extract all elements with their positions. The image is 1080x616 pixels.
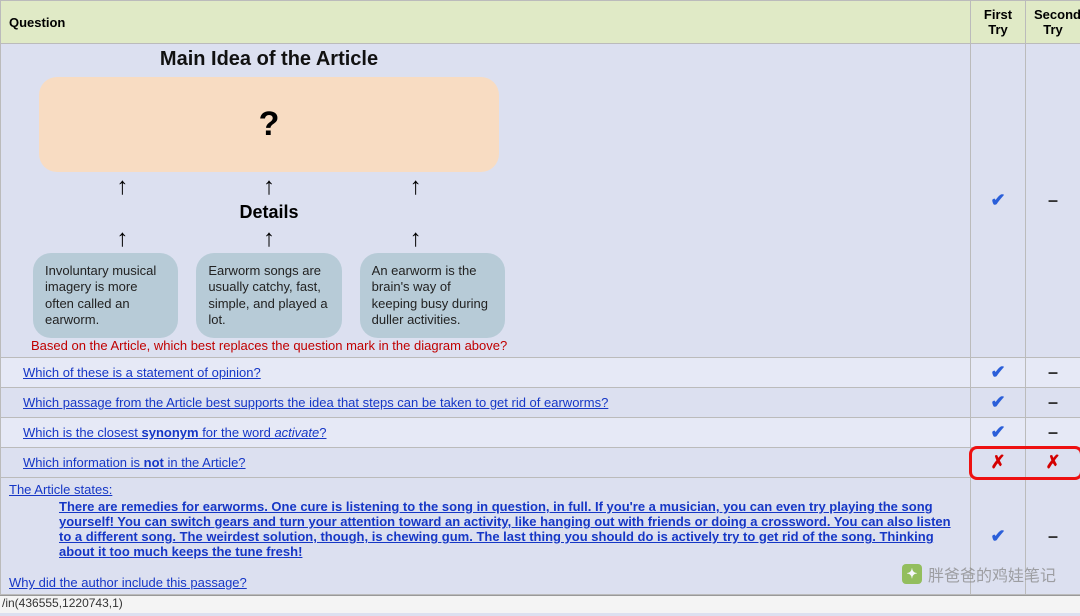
diagram-title: Main Idea of the Article — [29, 48, 509, 71]
arrow-up-icon: ↑ — [116, 175, 128, 199]
dash-icon: – — [1048, 526, 1058, 546]
article-followup[interactable]: Why did the author include this passage? — [9, 575, 247, 590]
dash-icon: – — [1048, 190, 1058, 210]
check-icon: ✔ — [990, 190, 1005, 210]
question-link[interactable]: Which passage from the Article best supp… — [23, 395, 608, 410]
table-header-row: Question First Try Second Try — [1, 1, 1080, 44]
question-link[interactable]: Which information is not in the Article? — [23, 455, 246, 470]
article-states-lead[interactable]: The Article states: — [9, 482, 112, 497]
arrow-row-bottom: ↑ ↑ ↑ — [29, 225, 509, 253]
arrow-up-icon: ↑ — [116, 225, 128, 253]
dash-icon: – — [1048, 392, 1058, 412]
main-idea-box: ? — [39, 77, 499, 172]
detail-box: An earworm is the brain's way of keeping… — [360, 253, 505, 338]
check-icon: ✔ — [990, 362, 1005, 382]
arrow-up-icon: ↑ — [410, 225, 422, 253]
article-passage[interactable]: There are remedies for earworms. One cur… — [9, 497, 962, 561]
question-row: Which information is not in the Article?… — [1, 448, 1080, 478]
diagram-prompt: Based on the Article, which best replace… — [9, 338, 962, 353]
detail-boxes: Involuntary musical imagery is more ofte… — [29, 253, 509, 338]
dash-icon: – — [1048, 422, 1058, 442]
article-states-row: The Article states: There are remedies f… — [1, 478, 1080, 595]
question-row: Which passage from the Article best supp… — [1, 388, 1080, 418]
detail-box: Involuntary musical imagery is more ofte… — [33, 253, 178, 338]
question-link[interactable]: Which is the closest synonym for the wor… — [23, 425, 327, 440]
detail-box: Earworm songs are usually catchy, fast, … — [196, 253, 341, 338]
diagram-row: Main Idea of the Article ? ↑ ↑ ↑ Details… — [1, 44, 1080, 358]
arrow-up-icon: ↑ — [410, 175, 422, 199]
cross-icon: ✗ — [990, 452, 1005, 472]
arrow-up-icon: ↑ — [263, 225, 275, 253]
status-bar: /in(436555,1220743,1) — [0, 595, 1080, 613]
question-link[interactable]: Which of these is a statement of opinion… — [23, 365, 261, 380]
cross-icon: ✗ — [1045, 452, 1060, 472]
question-row: Which is the closest synonym for the wor… — [1, 418, 1080, 448]
question-table: Question First Try Second Try Main Idea … — [0, 0, 1080, 595]
dash-icon: – — [1048, 362, 1058, 382]
col-second-try: Second Try — [1026, 1, 1080, 44]
col-first-try: First Try — [971, 1, 1026, 44]
check-icon: ✔ — [990, 526, 1005, 546]
arrow-row-top: ↑ ↑ ↑ — [29, 172, 509, 202]
col-question: Question — [1, 1, 971, 44]
check-icon: ✔ — [990, 422, 1005, 442]
main-idea-diagram: Main Idea of the Article ? ↑ ↑ ↑ Details… — [29, 48, 509, 338]
check-icon: ✔ — [990, 392, 1005, 412]
arrow-up-icon: ↑ — [263, 175, 275, 199]
question-row: Which of these is a statement of opinion… — [1, 358, 1080, 388]
details-label: Details — [29, 202, 509, 223]
